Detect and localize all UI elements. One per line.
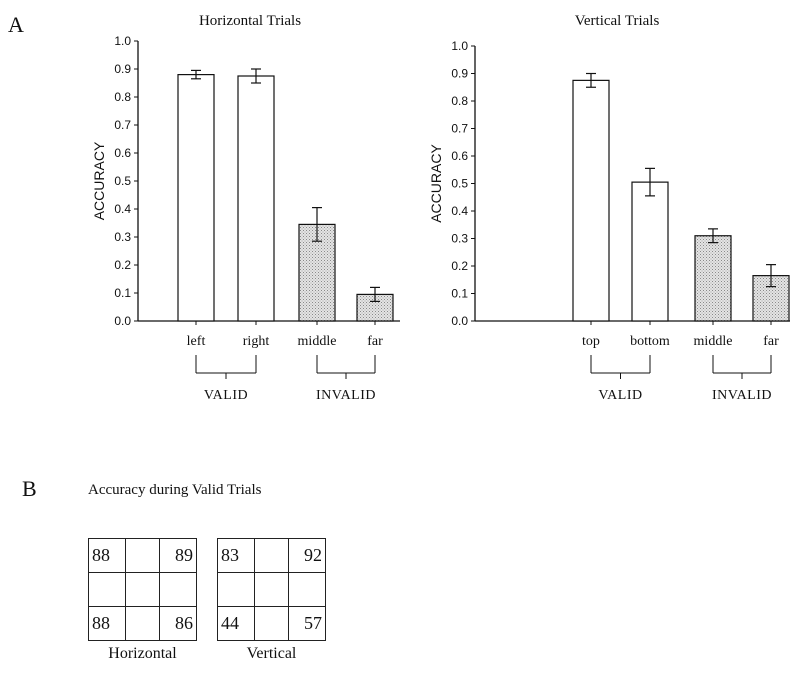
- valid-trials-title: Accuracy during Valid Trials: [88, 482, 262, 498]
- y-tick-label: 0.4: [451, 204, 468, 218]
- category-label: right: [243, 334, 270, 349]
- bar: [237, 75, 275, 322]
- chart-title: Vertical Trials: [575, 13, 660, 29]
- y-tick-label: 0.1: [451, 287, 468, 301]
- grid-cell-bottom-left: 88: [88, 606, 126, 641]
- grid-cell-top-right: 89: [159, 538, 197, 573]
- grid-cell-bottom-right: 86: [159, 606, 197, 641]
- grid-caption: Vertical: [246, 645, 297, 662]
- y-tick-label: 0.2: [451, 259, 468, 273]
- y-tick-label: 0.9: [114, 62, 131, 76]
- grid-cell-empty: [125, 572, 160, 607]
- grid-cell-top-left: 83: [217, 538, 255, 573]
- y-tick-label: 0.6: [451, 149, 468, 163]
- category-label: middle: [298, 334, 337, 349]
- group-label: VALID: [204, 388, 248, 403]
- grid-cell-empty: [125, 606, 160, 641]
- panel-a-label: A: [8, 12, 24, 37]
- grid-cell-empty: [254, 572, 289, 607]
- y-tick-label: 0.3: [451, 232, 468, 246]
- grid-cell-empty: [159, 572, 197, 607]
- bar: [694, 235, 732, 322]
- horizontal-accuracy-grid: 88 89 88 86 Horizontal: [88, 538, 197, 663]
- grid-cell-top-left: 88: [88, 538, 126, 573]
- grid-cell-empty: [288, 572, 326, 607]
- group-label: INVALID: [316, 388, 376, 403]
- category-label: top: [582, 334, 600, 349]
- grid-cell-bottom-right: 57: [288, 606, 326, 641]
- category-label: far: [367, 334, 383, 349]
- y-tick-label: 0.1: [114, 286, 131, 300]
- bar: [572, 79, 610, 322]
- y-tick-label: 0.2: [114, 258, 131, 272]
- grid-cell-empty: [88, 572, 126, 607]
- vertical-accuracy-grid: 83 92 44 57 Vertical: [217, 538, 326, 663]
- grid-cell-empty: [217, 572, 255, 607]
- group-label: INVALID: [712, 388, 772, 403]
- y-tick-label: 0.8: [114, 90, 131, 104]
- group-label: VALID: [598, 388, 642, 403]
- y-tick-label: 0.7: [451, 122, 468, 136]
- category-label: far: [763, 334, 779, 349]
- y-tick-label: 0.6: [114, 146, 131, 160]
- grid-cell-empty: [254, 606, 289, 641]
- y-tick-label: 0.9: [451, 67, 468, 81]
- category-label: middle: [694, 334, 733, 349]
- grid-cell-empty: [254, 538, 289, 573]
- y-tick-label: 0.0: [114, 314, 131, 328]
- y-axis-label: ACCURACY: [91, 141, 107, 220]
- y-tick-label: 0.7: [114, 118, 131, 132]
- y-tick-label: 1.0: [451, 39, 468, 53]
- bar: [177, 73, 215, 322]
- y-axis-label: ACCURACY: [428, 144, 444, 223]
- grid-cell-empty: [125, 538, 160, 573]
- category-label: bottom: [630, 334, 670, 349]
- grid-cell-bottom-left: 44: [217, 606, 255, 641]
- category-label: left: [187, 334, 206, 349]
- y-tick-label: 0.5: [451, 177, 468, 191]
- horizontal-trials-chart: Horizontal Trials ACCURACY 0.0 0.1 0.2 0.3 0.4…: [91, 13, 400, 403]
- grid-caption: Horizontal: [108, 645, 177, 662]
- chart-title: Horizontal Trials: [199, 13, 301, 29]
- grid-cell-top-right: 92: [288, 538, 326, 573]
- y-tick-label: 1.0: [114, 34, 131, 48]
- y-tick-label: 0.3: [114, 230, 131, 244]
- panel-b-label: B: [22, 476, 37, 501]
- y-tick-label: 0.5: [114, 174, 131, 188]
- y-tick-label: 0.0: [451, 314, 468, 328]
- y-tick-label: 0.4: [114, 202, 131, 216]
- vertical-trials-chart: Vertical Trials ACCURACY 0.0 0.1 0.2 0.3 0.4 0.…: [428, 13, 790, 403]
- bar: [631, 181, 669, 322]
- y-tick-label: 0.8: [451, 94, 468, 108]
